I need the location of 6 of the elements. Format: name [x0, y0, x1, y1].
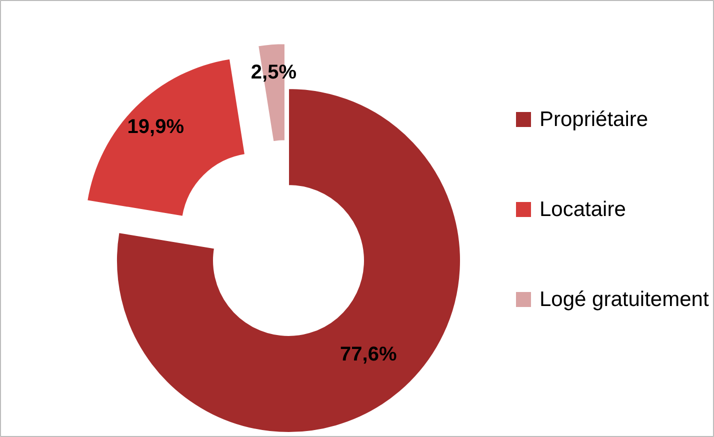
- data-label: 77,6%: [340, 344, 397, 366]
- legend-label: Propriétaire: [540, 108, 648, 131]
- data-label: 19,9%: [127, 116, 184, 138]
- legend-label: Logé gratuitement: [540, 288, 709, 311]
- legend-label: Locataire: [540, 198, 626, 221]
- data-label: 2,5%: [250, 62, 297, 84]
